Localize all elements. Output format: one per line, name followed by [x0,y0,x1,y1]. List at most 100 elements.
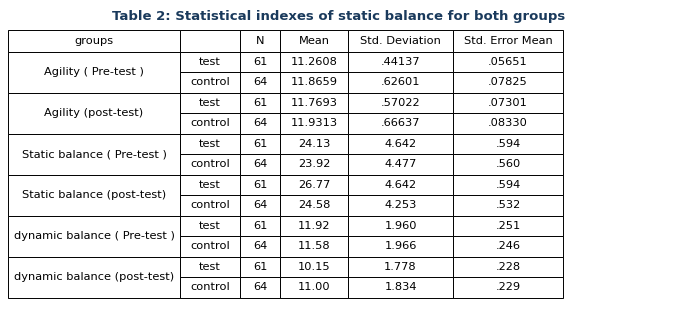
Text: 24.13: 24.13 [298,139,330,149]
Bar [240,257,280,277]
Bar [180,29,240,52]
Text: dynamic balance (post-test): dynamic balance (post-test) [14,272,174,282]
Bar [240,113,280,134]
Text: 26.77: 26.77 [298,180,330,190]
Bar [348,174,453,195]
Text: 64: 64 [253,77,267,87]
Bar [180,113,240,134]
Bar [8,257,180,298]
Text: 1.834: 1.834 [384,282,417,292]
Text: .08330: .08330 [488,118,528,128]
Bar [280,72,348,93]
Text: Static balance (post-test): Static balance (post-test) [22,190,166,200]
Bar [280,215,348,236]
Text: control: control [190,282,230,292]
Bar [180,236,240,257]
Bar [180,154,240,174]
Text: 1.960: 1.960 [384,221,417,231]
Bar [180,72,240,93]
Bar [180,174,240,195]
Bar [280,154,348,174]
Bar [348,93,453,113]
Text: 64: 64 [253,118,267,128]
Bar [180,195,240,215]
Bar [453,215,563,236]
Text: 11.58: 11.58 [298,241,330,251]
Text: .228: .228 [496,262,521,272]
Bar [348,257,453,277]
Text: Agility (post-test): Agility (post-test) [45,108,144,118]
Text: control: control [190,118,230,128]
Bar [240,134,280,154]
Bar [280,29,348,52]
Bar [8,215,180,257]
Bar [180,134,240,154]
Bar [180,215,240,236]
Bar [453,72,563,93]
Bar [453,29,563,52]
Text: .07301: .07301 [488,98,528,108]
Bar [240,72,280,93]
Text: N: N [256,36,264,46]
Text: 4.642: 4.642 [384,180,416,190]
Bar [348,72,453,93]
Bar [280,195,348,215]
Bar [348,29,453,52]
Bar [180,277,240,298]
Text: test: test [199,98,221,108]
Bar [240,236,280,257]
Bar [240,52,280,72]
Text: 11.00: 11.00 [298,282,330,292]
Text: Static balance ( Pre-test ): Static balance ( Pre-test ) [22,149,166,159]
Bar [453,52,563,72]
Bar [453,154,563,174]
Bar [180,257,240,277]
Text: 11.9313: 11.9313 [290,118,338,128]
Text: control: control [190,77,230,87]
Bar [8,29,180,52]
Text: .560: .560 [496,159,521,169]
Text: test: test [199,139,221,149]
Text: 64: 64 [253,241,267,251]
Bar [180,52,240,72]
Text: 61: 61 [253,98,267,108]
Text: 4.477: 4.477 [384,159,417,169]
Text: test: test [199,262,221,272]
Bar [453,134,563,154]
Text: control: control [190,241,230,251]
Text: Table 2: Statistical indexes of static balance for both groups: Table 2: Statistical indexes of static b… [113,10,565,23]
Text: groups: groups [75,36,113,46]
Text: .594: .594 [496,139,521,149]
Bar [453,93,563,113]
Bar [280,277,348,298]
Text: .57022: .57022 [380,98,420,108]
Bar [348,113,453,134]
Text: .246: .246 [496,241,521,251]
Text: control: control [190,159,230,169]
Text: Agility ( Pre-test ): Agility ( Pre-test ) [44,67,144,77]
Bar [453,277,563,298]
Bar [240,195,280,215]
Text: dynamic balance ( Pre-test ): dynamic balance ( Pre-test ) [14,231,174,241]
Text: 64: 64 [253,200,267,210]
Text: .66637: .66637 [381,118,420,128]
Bar [280,134,348,154]
Bar [453,195,563,215]
Text: 61: 61 [253,180,267,190]
Text: .251: .251 [496,221,521,231]
Bar [240,29,280,52]
Bar [240,277,280,298]
Text: 11.92: 11.92 [298,221,330,231]
Text: test: test [199,180,221,190]
Bar [180,93,240,113]
Text: 61: 61 [253,139,267,149]
Bar [240,93,280,113]
Bar [453,113,563,134]
Text: Mean: Mean [298,36,330,46]
Bar [348,215,453,236]
Text: .229: .229 [496,282,521,292]
Bar [348,277,453,298]
Text: .532: .532 [496,200,521,210]
Text: 64: 64 [253,159,267,169]
Text: .44137: .44137 [380,57,420,67]
